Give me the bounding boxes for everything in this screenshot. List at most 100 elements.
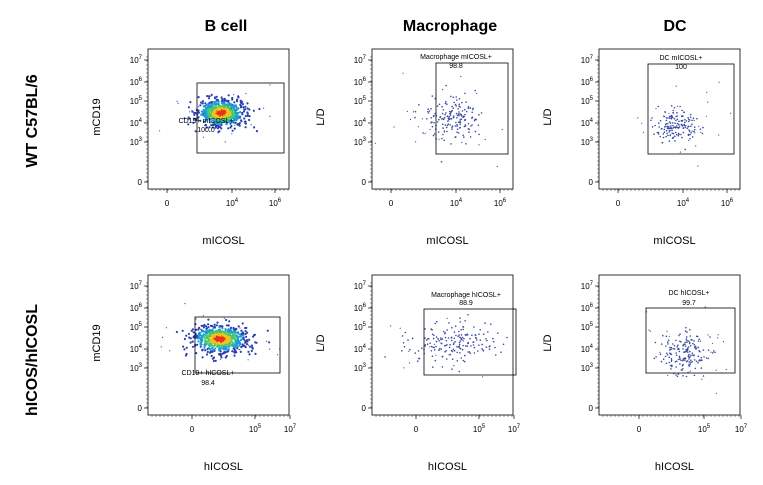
event-dot	[461, 339, 463, 341]
event-dot	[433, 121, 435, 124]
gate-box	[647, 63, 735, 155]
event-dot	[673, 348, 676, 350]
event-dot	[450, 110, 453, 113]
event-dot	[459, 123, 461, 126]
event-dot	[637, 117, 639, 119]
x-tick-label: 104	[677, 198, 690, 208]
event-dot	[667, 122, 669, 125]
event-dot	[461, 348, 464, 351]
y-tick-label: 0	[138, 404, 143, 413]
event-dot	[222, 120, 226, 123]
event-dot	[216, 127, 220, 130]
event-dot	[667, 117, 669, 119]
event-dot	[236, 336, 239, 339]
event-dot	[232, 342, 235, 345]
event-dot	[441, 118, 443, 120]
event-dot	[189, 111, 191, 113]
event-dot	[642, 131, 645, 133]
x-axis-label: mICOSL	[202, 235, 244, 247]
event-dot	[424, 344, 427, 346]
event-dot	[669, 130, 671, 132]
event-dot	[241, 334, 244, 337]
event-dot	[239, 327, 241, 329]
event-dot	[434, 322, 436, 325]
event-dot	[478, 344, 480, 346]
event-dot	[693, 130, 695, 133]
event-dot	[465, 143, 467, 145]
event-dot	[401, 350, 403, 352]
event-dot	[679, 363, 681, 365]
event-dot	[245, 326, 248, 329]
event-dot	[437, 338, 439, 340]
event-dot	[717, 337, 719, 339]
gate-label: CD19+ hICOSL+	[182, 370, 235, 377]
event-dot	[247, 359, 249, 361]
event-dot	[698, 125, 700, 127]
event-dot	[441, 89, 444, 91]
event-dot	[693, 126, 696, 128]
event-dot	[242, 105, 244, 108]
event-dot	[467, 107, 470, 109]
event-dot	[675, 119, 677, 122]
event-dot	[234, 345, 238, 348]
plot-frame	[371, 274, 514, 416]
event-dot	[675, 339, 677, 342]
event-dot	[230, 107, 232, 110]
event-dot	[456, 131, 458, 133]
event-dot	[415, 141, 417, 143]
event-dot	[183, 337, 186, 341]
event-dot	[673, 107, 676, 109]
event-dot	[682, 359, 684, 361]
event-dot	[665, 135, 667, 138]
y-tick-label: 105	[581, 96, 594, 106]
event-dot	[674, 361, 677, 363]
event-dot	[670, 118, 672, 120]
event-dot	[685, 338, 688, 340]
event-dot	[234, 334, 237, 338]
event-dot	[456, 114, 459, 117]
event-dot	[665, 335, 668, 338]
event-dot	[677, 344, 679, 346]
event-dot	[424, 132, 426, 134]
event-dot	[210, 110, 213, 113]
event-dot	[211, 334, 214, 337]
event-dots	[637, 81, 732, 167]
event-dot	[471, 124, 473, 126]
event-dot	[680, 341, 682, 343]
y-tick-label: 107	[354, 281, 367, 291]
event-dot	[432, 115, 435, 118]
event-dot	[239, 349, 241, 351]
event-dot	[688, 341, 691, 343]
x-axis-label: hICOSL	[428, 461, 467, 473]
event-dot	[232, 115, 235, 119]
event-dot	[651, 117, 653, 119]
event-dot	[677, 358, 680, 361]
event-dot	[199, 345, 202, 348]
event-dot	[454, 325, 457, 327]
event-dot	[464, 92, 466, 95]
event-dot	[667, 343, 669, 345]
event-dot	[668, 117, 671, 119]
event-dot	[459, 336, 461, 339]
event-dot	[684, 345, 687, 347]
gate-percentage: 98.4	[201, 380, 215, 387]
gate-box	[645, 307, 736, 374]
event-dot	[202, 335, 205, 338]
event-dot	[208, 101, 211, 104]
event-dot	[214, 338, 217, 341]
event-dot	[661, 141, 664, 144]
event-dot	[663, 131, 666, 133]
event-dot	[221, 109, 225, 112]
event-dot	[668, 140, 671, 142]
event-dot	[704, 306, 706, 308]
event-dot	[675, 354, 678, 357]
event-dot	[683, 123, 685, 126]
event-dot	[234, 121, 237, 124]
event-dot	[656, 131, 659, 134]
event-dot	[705, 357, 708, 359]
event-dot	[654, 124, 656, 127]
event-dot	[192, 121, 195, 124]
event-dot	[470, 125, 472, 127]
event-dot	[668, 356, 670, 359]
event-dot	[669, 115, 671, 118]
